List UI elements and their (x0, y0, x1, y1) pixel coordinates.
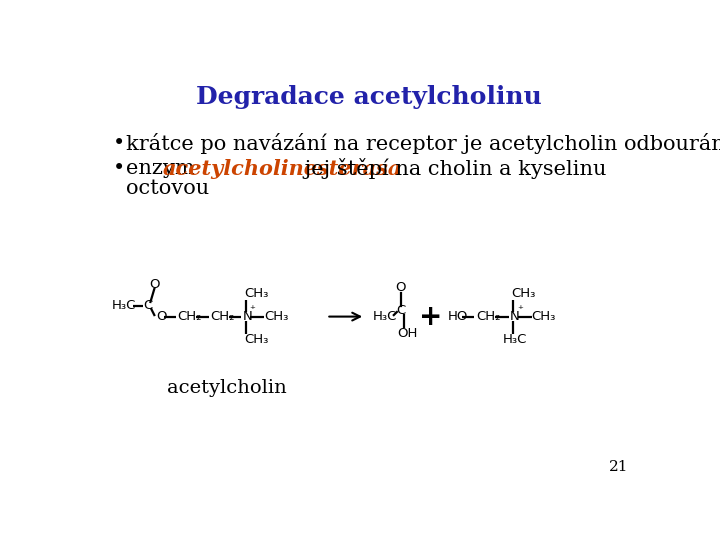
Text: N: N (510, 310, 520, 323)
Text: OH: OH (397, 327, 418, 340)
Text: CH₃: CH₃ (244, 287, 269, 300)
Text: H₃C: H₃C (503, 333, 526, 346)
Text: jej štěpí na cholin a kyselinu: jej štěpí na cholin a kyselinu (299, 158, 607, 179)
Text: ⁺: ⁺ (517, 306, 523, 315)
Text: enzym: enzym (126, 159, 201, 178)
Text: ⁺: ⁺ (250, 306, 256, 315)
Text: CH₃: CH₃ (264, 310, 289, 323)
Text: CH₂: CH₂ (210, 310, 235, 323)
Text: CH₃: CH₃ (532, 310, 556, 323)
Text: acetylcholinesterasa: acetylcholinesterasa (163, 159, 402, 179)
Text: CH₂: CH₂ (476, 310, 500, 323)
Text: acetylcholin: acetylcholin (168, 379, 287, 397)
Text: CH₂: CH₂ (178, 310, 202, 323)
Text: O: O (149, 278, 160, 291)
Text: H₃C: H₃C (373, 310, 397, 323)
Text: •: • (113, 159, 125, 178)
Text: N: N (243, 310, 253, 323)
Text: O: O (395, 281, 406, 294)
Text: octovou: octovou (126, 179, 209, 198)
Text: C: C (396, 304, 405, 317)
Text: C: C (143, 299, 153, 312)
Text: CH₃: CH₃ (512, 287, 536, 300)
Text: krátce po navázání na receptor je acetylcholin odbourán: krátce po navázání na receptor je acetyl… (126, 133, 720, 154)
Text: CH₃: CH₃ (244, 333, 269, 346)
Text: +: + (419, 302, 443, 330)
Text: H₃C: H₃C (112, 299, 136, 312)
Text: •: • (113, 134, 125, 153)
Text: O: O (156, 310, 166, 323)
Text: Degradace acetylcholinu: Degradace acetylcholinu (196, 85, 542, 109)
Text: HO: HO (448, 310, 469, 323)
Text: 21: 21 (609, 460, 629, 474)
